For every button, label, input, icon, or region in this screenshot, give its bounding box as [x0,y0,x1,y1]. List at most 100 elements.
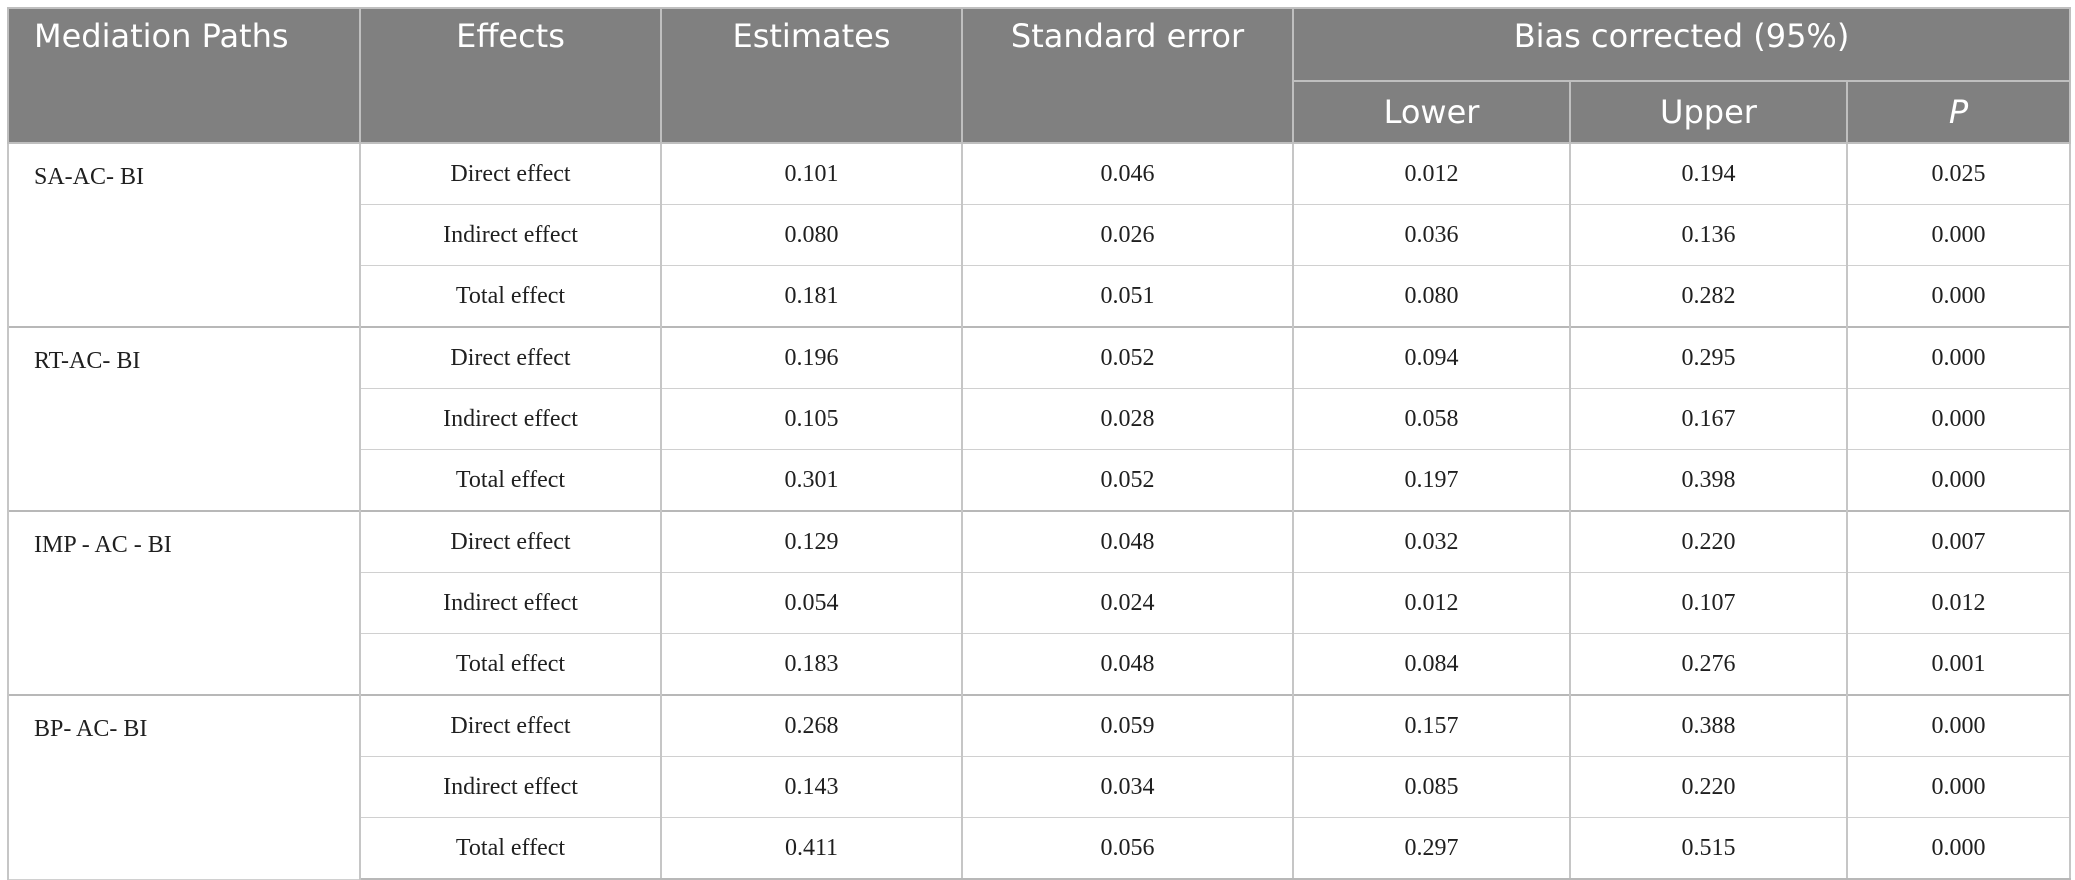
cell-lower: 0.032 [1292,510,1571,573]
cell-estimate: 0.129 [660,510,963,573]
cell-upper: 0.194 [1569,142,1848,205]
cell-lower: 0.080 [1292,265,1571,328]
cell-standard-error: 0.026 [961,204,1294,266]
cell-estimate: 0.054 [660,572,963,634]
cell-p: 0.000 [1845,449,2072,512]
cell-p: 0.000 [1845,694,2072,757]
cell-effect: Total effect [359,265,662,328]
cell-mediation-path: BP- AC- BI [7,694,361,880]
cell-upper: 0.107 [1569,572,1848,634]
cell-estimate: 0.181 [660,265,963,328]
cell-standard-error: 0.051 [961,265,1294,328]
cell-estimate: 0.268 [660,694,963,757]
cell-effect: Total effect [359,449,662,512]
mediation-table: Mediation Paths Effects Estimates Standa… [7,7,2072,880]
cell-lower: 0.157 [1292,694,1571,757]
header-upper: Upper [1569,80,1848,144]
table-row: RT-AC- BI Direct effect 0.196 0.052 0.094 0.2… [7,326,2072,512]
cell-standard-error: 0.028 [961,388,1294,450]
cell-p: 0.000 [1845,388,2072,450]
cell-upper: 0.398 [1569,449,1848,512]
cell-p: 0.007 [1845,510,2072,573]
cell-effect: Indirect effect [359,388,662,450]
cell-p: 0.000 [1845,204,2072,266]
cell-lower: 0.094 [1292,326,1571,389]
header-lower: Lower [1292,80,1571,144]
cell-upper: 0.276 [1569,633,1848,696]
header-bias-corrected: Bias corrected (95%) [1291,7,2072,82]
table-row: Indirect effect 0.080 0.026 0.036 0.136 0.000 [8,204,2072,266]
cell-estimate: 0.105 [660,388,963,450]
cell-upper: 0.515 [1569,817,1848,880]
cell-p: 0.025 [1845,142,2072,205]
cell-upper: 0.282 [1569,265,1848,328]
cell-standard-error: 0.034 [961,756,1294,818]
header-p: P [1845,80,2072,144]
table-row: Indirect effect 0.143 0.034 0.085 0.220 0.000 [8,756,2072,818]
cell-standard-error: 0.052 [961,326,1294,389]
cell-effect: Indirect effect [359,756,662,818]
cell-estimate: 0.183 [660,633,963,696]
table-row: Indirect effect 0.105 0.028 0.058 0.167 0.000 [8,388,2072,450]
cell-lower: 0.084 [1292,633,1571,696]
cell-lower: 0.085 [1292,756,1571,818]
cell-upper: 0.295 [1569,326,1848,389]
cell-effect: Indirect effect [359,204,662,266]
cell-mediation-path: IMP - AC - BI [7,510,361,696]
header-estimates: Estimates [660,7,963,144]
cell-effect: Direct effect [359,510,662,573]
cell-effect: Direct effect [359,326,662,389]
cell-estimate: 0.143 [660,756,963,818]
cell-p: 0.000 [1845,817,2072,880]
cell-p: 0.001 [1845,633,2072,696]
table-row: Total effect 0.301 0.052 0.197 0.398 0.000 [8,449,2072,512]
cell-standard-error: 0.046 [961,142,1294,205]
table-row: IMP - AC - BI Direct effect 0.129 0.048 0.03… [7,510,2072,696]
cell-estimate: 0.101 [660,142,963,205]
cell-effect: Direct effect [359,142,662,205]
cell-effect: Total effect [359,817,662,880]
table-row: SA-AC- BI Direct effect 0.101 0.046 0.012 0.1… [7,142,2072,328]
cell-p: 0.000 [1845,265,2072,328]
cell-upper: 0.167 [1569,388,1848,450]
cell-effect: Indirect effect [359,572,662,634]
mediation-table-container: Mediation Paths Effects Estimates Standa… [7,7,2072,880]
cell-standard-error: 0.059 [961,694,1294,757]
cell-mediation-path: SA-AC- BI [7,142,361,328]
table-body: SA-AC- BI Direct effect 0.101 0.046 0.012 0.1… [7,142,2072,880]
table-row: Total effect 0.183 0.048 0.084 0.276 0.001 [8,633,2072,696]
cell-mediation-path: RT-AC- BI [7,326,361,512]
cell-upper: 0.388 [1569,694,1848,757]
table-row: BP- AC- BI Direct effect 0.268 0.059 0.157 0.… [7,694,2072,880]
cell-estimate: 0.411 [660,817,963,880]
cell-effect: Direct effect [359,694,662,757]
cell-standard-error: 0.024 [961,572,1294,634]
table-header: Mediation Paths Effects Estimates Standa… [7,7,2072,144]
table-row: Total effect 0.181 0.051 0.080 0.282 0.000 [8,265,2072,328]
cell-lower: 0.197 [1292,449,1571,512]
cell-standard-error: 0.048 [961,510,1294,573]
cell-estimate: 0.196 [660,326,963,389]
cell-standard-error: 0.056 [961,817,1294,880]
cell-effect: Total effect [359,633,662,696]
cell-lower: 0.012 [1292,572,1571,634]
table-row: Indirect effect 0.054 0.024 0.012 0.107 0.012 [8,572,2072,634]
cell-p: 0.000 [1845,326,2072,389]
cell-standard-error: 0.052 [961,449,1294,512]
cell-standard-error: 0.048 [961,633,1294,696]
cell-lower: 0.058 [1292,388,1571,450]
cell-estimate: 0.301 [660,449,963,512]
header-effects: Effects [359,7,662,144]
table-row: Total effect 0.411 0.056 0.297 0.515 0.000 [8,817,2072,880]
cell-lower: 0.297 [1292,817,1571,880]
cell-lower: 0.012 [1292,142,1571,205]
cell-p: 0.000 [1845,756,2072,818]
cell-upper: 0.220 [1569,756,1848,818]
cell-lower: 0.036 [1292,204,1571,266]
cell-upper: 0.220 [1569,510,1848,573]
cell-p: 0.012 [1845,572,2072,634]
header-standard-error: Standard error [961,7,1294,144]
cell-estimate: 0.080 [660,204,963,266]
header-mediation-paths: Mediation Paths [7,7,361,144]
cell-upper: 0.136 [1569,204,1848,266]
